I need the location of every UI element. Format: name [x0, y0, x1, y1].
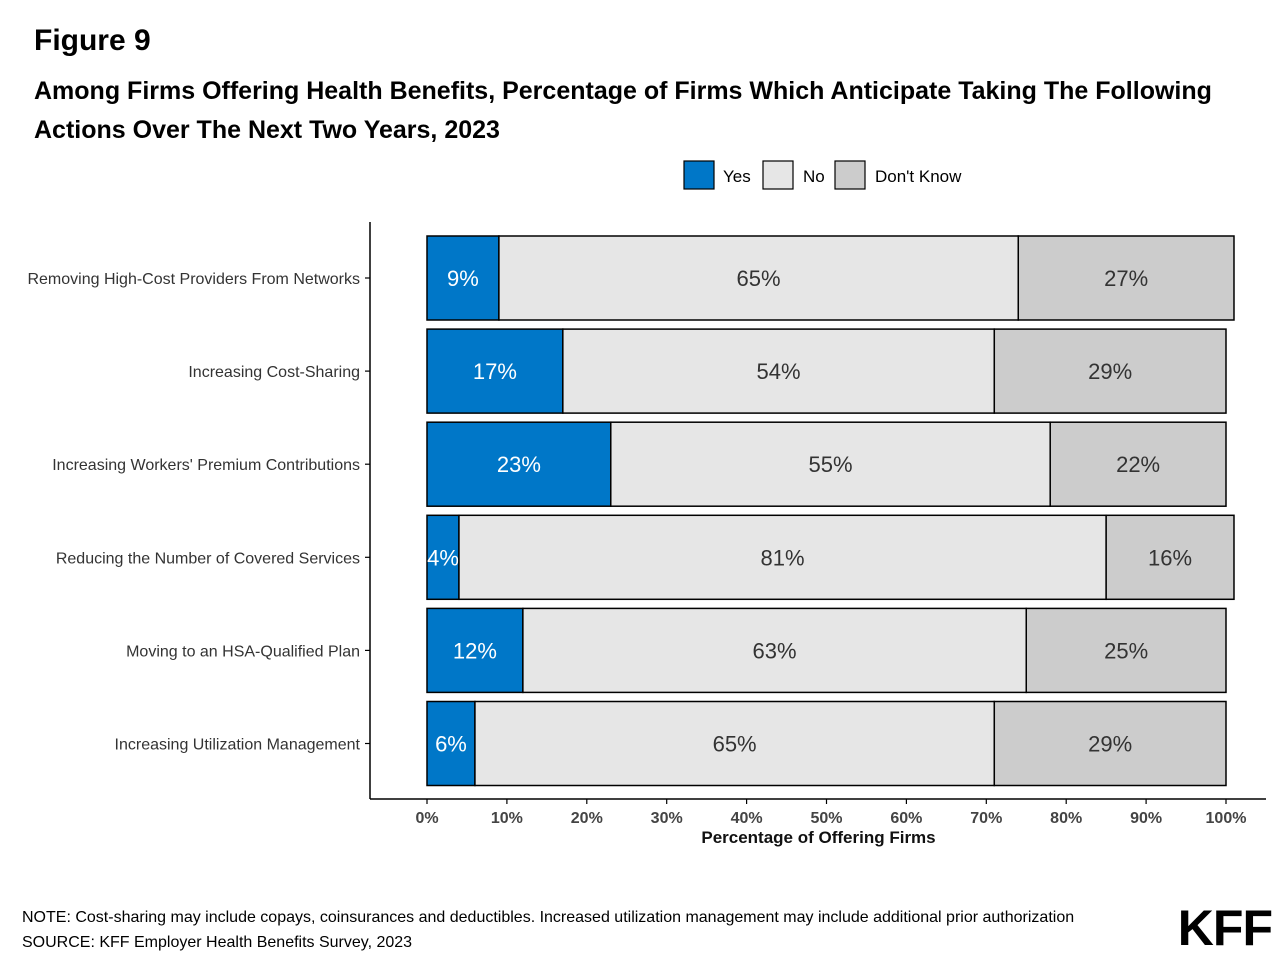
x-tick-label: 30% [651, 810, 683, 827]
category-label: Increasing Cost-Sharing [188, 364, 360, 381]
data-label: 12% [453, 638, 497, 663]
data-label: 81% [761, 545, 805, 570]
bar-segment [426, 607, 524, 694]
data-label: 22% [1116, 452, 1160, 477]
data-label: 55% [808, 452, 852, 477]
data-label: 29% [1088, 359, 1132, 384]
chart-title: Among Firms Offering Health Benefits, Pe… [34, 77, 1212, 144]
x-tick-label: 10% [491, 810, 523, 827]
data-label: 9% [447, 266, 479, 291]
legend-swatch-2 [834, 160, 866, 190]
data-label: 65% [737, 266, 781, 291]
legend-swatch-0 [683, 160, 715, 190]
bar-segment [426, 700, 476, 787]
kff-logo: KFF [1177, 900, 1273, 956]
bar-segment [993, 328, 1227, 414]
category-label: Removing High-Cost Providers From Networ… [27, 271, 360, 288]
bar-segment [1017, 235, 1235, 321]
chart-axes: 0% 10% 20% 30% 40% 50% 60% 70% 80% 90% 100% Percent… [369, 222, 1266, 847]
bar-segment [474, 700, 996, 787]
bar-segment [426, 328, 564, 414]
data-label: 4% [427, 545, 459, 570]
bar-segment [426, 514, 460, 601]
bar-segment [426, 421, 612, 507]
bar-segment [993, 700, 1227, 787]
data-label: 25% [1104, 638, 1148, 663]
bar-segment [522, 607, 1027, 694]
legend-swatch-1 [762, 160, 794, 190]
source-note: SOURCE: KFF Employer Health Benefits Sur… [22, 934, 413, 951]
bar-segment [562, 328, 996, 414]
category-label: Increasing Utilization Management [115, 737, 361, 754]
x-tick-label: 70% [970, 810, 1002, 827]
chart-legend: Yes No Don't Know [683, 160, 962, 190]
data-label: 17% [473, 359, 517, 384]
bar-segment [498, 235, 1020, 321]
category-label: Moving to an HSA-Qualified Plan [126, 643, 360, 660]
data-label: 27% [1104, 266, 1148, 291]
data-label: 54% [757, 359, 801, 384]
data-label: 63% [753, 638, 797, 663]
bar-segment [1105, 514, 1235, 601]
x-tick-label: 60% [890, 810, 922, 827]
footnote: NOTE: Cost-sharing may include copays, c… [22, 909, 1075, 926]
x-tick-label: 0% [415, 810, 438, 827]
x-axis-title: Percentage of Offering Firms [701, 828, 935, 847]
data-label: 29% [1088, 732, 1132, 757]
x-tick-label: 90% [1130, 810, 1162, 827]
data-label: 6% [435, 732, 467, 757]
legend-label-0: Yes [723, 167, 751, 186]
figure-label: Figure 9 [34, 24, 151, 57]
legend-label-1: No [803, 167, 825, 186]
x-tick-label: 100% [1206, 810, 1247, 827]
bar-segment [1025, 607, 1227, 694]
data-label: 16% [1148, 545, 1192, 570]
data-label: 65% [713, 732, 757, 757]
legend-label-2: Don't Know [875, 167, 962, 186]
x-tick-label: 20% [571, 810, 603, 827]
stacked-bar-chart: Yes No Don't Know 9% 65% 27% Removing High-Co… [27, 160, 1266, 847]
bar-segment [1049, 421, 1227, 507]
category-label: Reducing the Number of Covered Services [56, 550, 360, 567]
bar-segment [458, 514, 1107, 601]
x-tick-label: 40% [731, 810, 763, 827]
chart-bars: 9% 65% 27% Removing High-Cost Providers Fro… [27, 235, 1235, 787]
x-tick-label: 50% [810, 810, 842, 827]
x-tick-label: 80% [1050, 810, 1082, 827]
data-label: 23% [497, 452, 541, 477]
category-label: Increasing Workers' Premium Contribution… [52, 457, 360, 474]
